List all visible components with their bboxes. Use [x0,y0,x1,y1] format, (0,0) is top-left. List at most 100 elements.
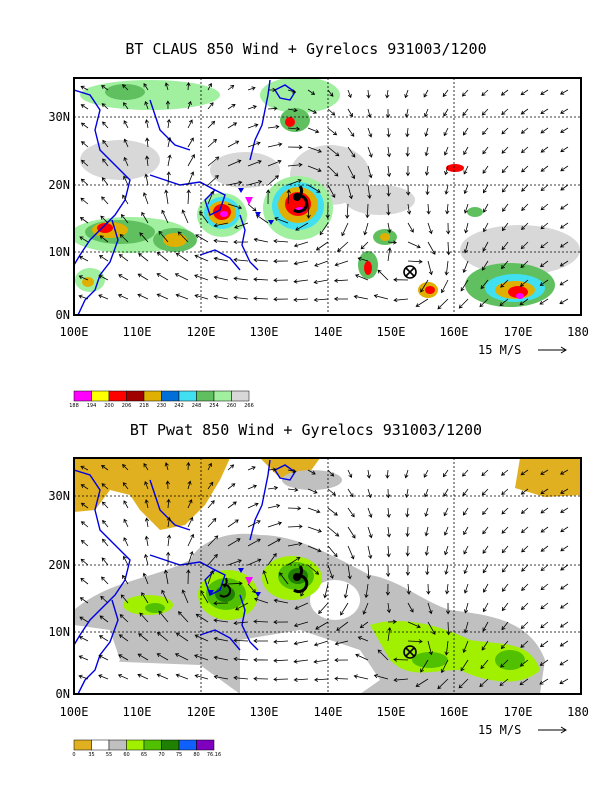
wind-vector [347,545,355,560]
wind-vector [187,499,193,509]
wind-vector [235,602,249,611]
wind-vector [520,602,529,611]
wind-vector [164,462,169,471]
wind-vector [386,203,391,216]
wind-vector [463,241,469,254]
wind-vector [323,583,329,599]
wind-vector [144,100,149,110]
legend-swatch [178,390,197,402]
wind-vector [483,222,489,233]
wind-vector [186,189,191,205]
wind-vector [520,469,529,476]
wind-vector [233,638,249,643]
wind-vector [462,108,469,117]
wind-vector [407,222,414,233]
wind-vector [462,260,469,274]
wind-vector [287,179,302,186]
legend-label: 0 [72,752,75,758]
wind-vector [80,577,89,585]
wind-vector [267,552,277,566]
wind-vector [560,602,569,609]
wind-vector [501,241,509,251]
wind-vector [560,89,569,95]
wind-vector [540,564,549,571]
wind-vector [426,583,431,595]
wind-vector [365,203,370,219]
wind-vector [213,275,229,281]
wind-vector [366,469,371,479]
wind-vector [540,241,549,249]
wind-vector [502,203,509,212]
wind-vector [294,602,309,610]
wind-vector [366,564,371,580]
wind-vector [165,100,171,110]
wind-vector [80,465,89,471]
wind-vector [144,535,149,547]
wind-vector [559,298,569,305]
wind-vector [187,154,195,167]
wind-vector [540,583,549,591]
wind-vector [101,576,109,585]
wind-vector [207,553,218,566]
wind-vector [207,535,219,547]
wind-vector [325,203,330,219]
wind-vector [540,203,549,211]
vector-scale-label: 15 M/S [478,723,521,737]
wind-vector [501,127,509,135]
wind-vector [367,127,373,138]
wind-vector [336,621,349,631]
legend-swatch [213,390,232,402]
wind-vector [560,469,569,475]
wind-vector [462,640,469,654]
wind-vector [187,480,192,490]
wind-vector [186,461,191,471]
wind-vector [480,659,489,670]
wind-vector [253,657,269,662]
wind-vectors [78,82,569,310]
wind-vector [166,534,172,547]
wind-vector [119,614,129,623]
wind-vector [385,108,391,119]
wind-vector [187,550,194,566]
wind-vector [266,189,271,205]
wind-vector [313,659,329,664]
wind-vector [273,297,289,302]
panel-2-color-legend: 0 35 55 60 65 70 75 80 76.16 [72,739,221,758]
wind-vector [521,184,529,192]
wind-vector [102,519,109,528]
wind-vector [347,488,354,498]
wind-vector [293,279,309,284]
wind-vector [355,653,369,661]
legend-swatch [91,390,110,402]
wind-vector [138,253,149,262]
wind-vector [144,173,149,186]
wind-vector [367,165,373,179]
wind-vector [427,222,433,235]
wind-vector [287,162,303,168]
wind-vector [313,640,329,647]
wind-vector [560,507,569,513]
wind-vector [233,239,249,245]
wind-vector [500,89,509,96]
wind-vector [407,621,421,629]
wind-vector [315,241,329,251]
wind-vector [247,466,256,471]
wind-vector [102,538,109,547]
wind-vector [460,659,469,672]
wind-vector [287,469,297,474]
wind-vector [415,298,429,307]
wind-vector [444,184,449,195]
wind-vector [267,538,281,547]
wind-vector [407,639,423,644]
wind-vector [194,674,209,680]
wind-vector [78,294,89,300]
wind-vector [233,656,249,662]
wind-vector [267,467,277,472]
wind-vector [407,602,414,613]
wind-vector [79,236,89,243]
wind-vector [560,165,569,172]
wind-vector [519,279,529,287]
wind-vector [80,521,89,528]
wind-vector [521,203,529,211]
wind-vector [187,137,194,148]
